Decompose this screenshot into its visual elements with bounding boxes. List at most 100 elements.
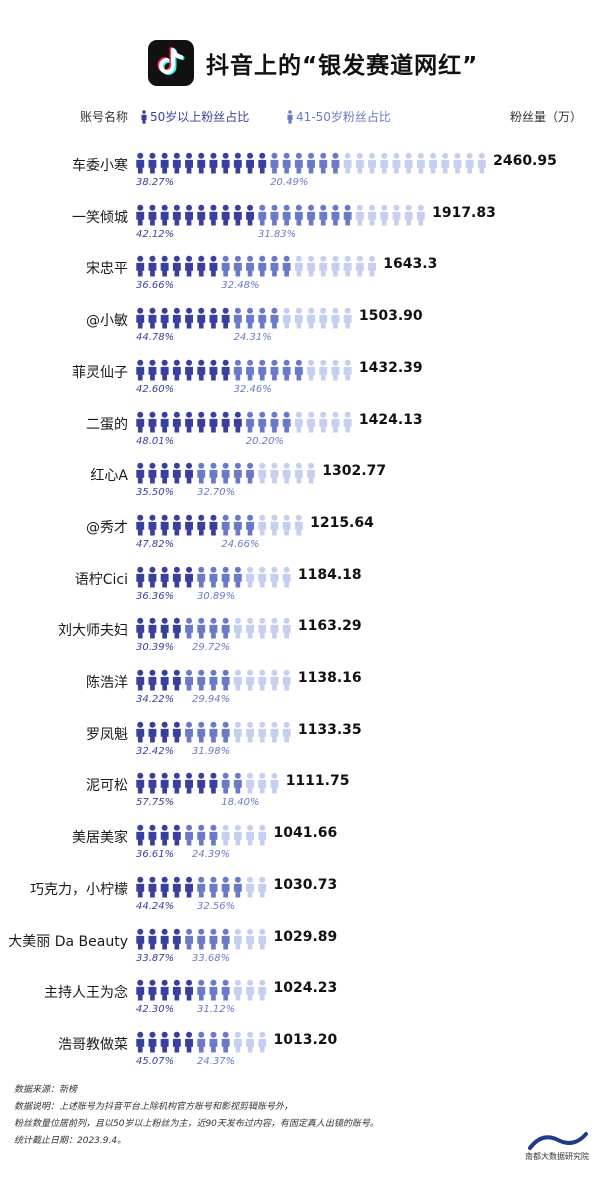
person-icon bbox=[185, 979, 193, 1001]
person-icon bbox=[221, 152, 230, 174]
pct-label-50plus: 34.22% bbox=[136, 694, 175, 705]
person-icon-row bbox=[136, 979, 267, 1001]
account-name: 陈浩洋 bbox=[86, 675, 128, 691]
chart-row: 二蛋的 1424.13 48.01% 20.20% bbox=[0, 408, 600, 458]
person-icon bbox=[368, 152, 376, 174]
person-icon bbox=[185, 566, 193, 588]
person-icon bbox=[185, 462, 193, 484]
account-name: 罗凤魁 bbox=[86, 726, 128, 743]
person-icon-row bbox=[136, 514, 303, 536]
person-icon bbox=[270, 514, 279, 536]
person-icon bbox=[233, 566, 242, 588]
person-icon bbox=[136, 1031, 145, 1053]
person-icon bbox=[209, 1031, 218, 1053]
person-icon bbox=[148, 669, 157, 691]
person-icon bbox=[160, 773, 169, 794]
person-icon bbox=[294, 307, 303, 329]
account-name: 语柠Cici bbox=[74, 571, 128, 588]
person-icon bbox=[160, 669, 169, 691]
person-icon bbox=[185, 514, 193, 536]
pct-label-50plus: 36.66% bbox=[136, 280, 175, 292]
fans-value: 1643.3 bbox=[383, 256, 438, 273]
footer-notes: 数据来源：新榜 数据说明：上述账号为抖音平台上除机构官方账号和影视剪辑账号外， … bbox=[14, 1082, 534, 1150]
person-icon bbox=[233, 669, 242, 691]
person-icon bbox=[136, 152, 145, 174]
pct-label-41-50: 31.98% bbox=[192, 745, 231, 757]
account-name: 一笑倾城 bbox=[72, 209, 128, 226]
org-logo-icon bbox=[526, 1130, 590, 1164]
person-icon bbox=[319, 359, 328, 381]
person-icon bbox=[233, 876, 242, 898]
person-icon bbox=[209, 411, 218, 432]
pct-label-41-50: 29.94% bbox=[192, 694, 231, 705]
footer-source: 数据来源：新榜 bbox=[14, 1085, 78, 1095]
person-icon bbox=[270, 152, 279, 174]
person-icon bbox=[233, 824, 242, 846]
person-icon bbox=[160, 204, 169, 226]
person-icon bbox=[221, 824, 230, 846]
person-icon-row bbox=[136, 1031, 267, 1053]
person-icon-row bbox=[136, 669, 291, 691]
person-icon bbox=[185, 824, 193, 846]
person-icon bbox=[246, 411, 254, 432]
person-icon bbox=[258, 979, 267, 1001]
person-icon bbox=[270, 462, 279, 484]
person-icon bbox=[282, 669, 291, 691]
account-name: 泥可松 bbox=[86, 778, 128, 795]
pct-label-41-50: 20.20% bbox=[245, 435, 284, 447]
person-icon bbox=[185, 152, 193, 174]
person-icon bbox=[319, 152, 328, 174]
header: 抖音上的“银发赛道网红” bbox=[0, 40, 600, 88]
person-icon bbox=[282, 411, 291, 432]
person-icon bbox=[185, 721, 193, 743]
person-icon bbox=[258, 256, 267, 277]
account-name: 宋忠平 bbox=[86, 261, 128, 278]
fans-value: 1503.90 bbox=[358, 308, 423, 325]
person-icon bbox=[160, 359, 169, 381]
person-icon bbox=[270, 669, 279, 691]
person-icon bbox=[136, 307, 145, 329]
person-icon bbox=[221, 359, 230, 381]
person-icon bbox=[416, 152, 425, 174]
pct-label-50plus: 38.27% bbox=[136, 177, 175, 188]
person-icon bbox=[343, 359, 352, 381]
person-icon bbox=[197, 462, 206, 484]
pct-label-41-50: 24.31% bbox=[233, 332, 272, 344]
person-icon bbox=[319, 256, 328, 277]
person-icon bbox=[233, 462, 242, 484]
person-icon bbox=[319, 411, 328, 432]
person-icon bbox=[197, 876, 206, 898]
person-icon bbox=[185, 359, 193, 381]
chart-row: 红心A 1302.77 35.50% 32.70% bbox=[0, 459, 600, 509]
person-icon bbox=[246, 1031, 254, 1053]
pct-label-41-50: 31.83% bbox=[258, 228, 297, 240]
person-icon bbox=[282, 307, 291, 329]
chart-row: 巧克力，小柠檬 1030.73 44.24% 32.56% bbox=[0, 873, 600, 923]
pct-label-41-50: 32.46% bbox=[233, 383, 272, 395]
person-icon bbox=[221, 204, 230, 226]
person-icon-row bbox=[136, 824, 267, 846]
person-icon bbox=[185, 876, 193, 898]
pct-label-50plus: 36.61% bbox=[136, 849, 175, 861]
account-name: 主持人王为念 bbox=[44, 985, 128, 1002]
person-icon-row bbox=[136, 876, 267, 898]
person-icon bbox=[233, 1031, 242, 1053]
person-icon bbox=[404, 204, 413, 226]
chart-row: 大美丽 Da Beauty 1029.89 33.87% 33.68% bbox=[0, 925, 600, 975]
person-icon bbox=[343, 307, 352, 329]
person-icon-row bbox=[136, 256, 376, 277]
person-icon bbox=[148, 359, 157, 381]
footer-date: 统计截止日期：2023.9.4。 bbox=[14, 1136, 127, 1146]
person-icon bbox=[270, 773, 279, 794]
fans-value: 1041.66 bbox=[273, 825, 338, 842]
person-icon bbox=[404, 152, 413, 174]
person-icon bbox=[258, 928, 267, 949]
person-icon bbox=[246, 152, 254, 174]
pct-label-50plus: 32.42% bbox=[136, 745, 175, 757]
person-icon bbox=[307, 359, 315, 381]
account-name: 美居美家 bbox=[72, 830, 128, 847]
person-icon bbox=[172, 307, 181, 329]
person-icon bbox=[258, 1031, 267, 1053]
person-icon bbox=[148, 876, 157, 898]
chart-row: 语柠Cici 1184.18 36.36% 30.89% bbox=[0, 563, 600, 613]
